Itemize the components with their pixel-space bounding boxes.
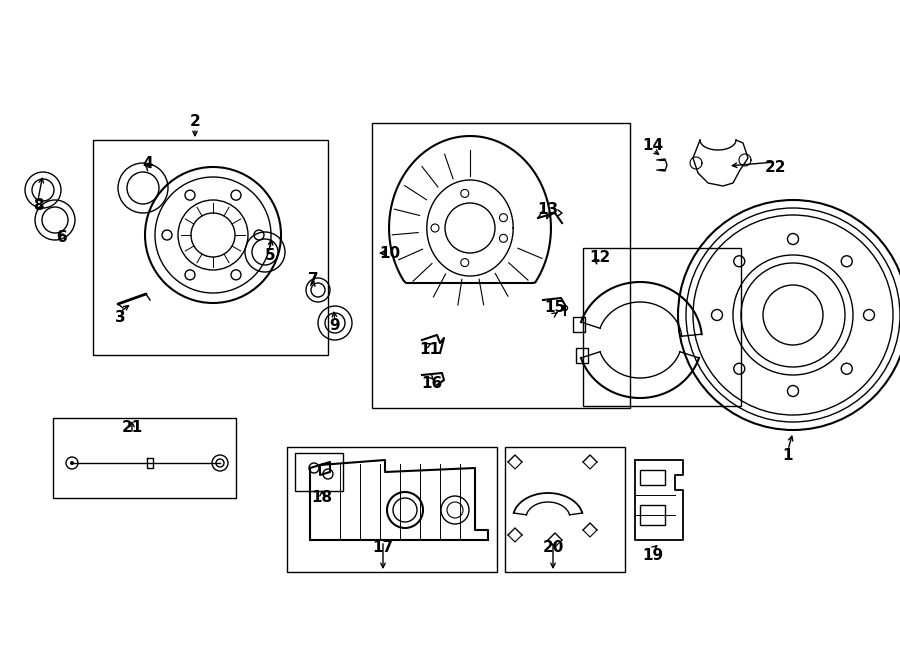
Text: 4: 4 (143, 155, 153, 171)
Text: 9: 9 (329, 317, 340, 332)
Bar (287, 447, 497, 572)
Text: 7: 7 (308, 272, 319, 288)
Bar (640, 505, 665, 525)
Text: 15: 15 (544, 301, 565, 315)
Text: 18: 18 (311, 490, 333, 506)
Text: 3: 3 (114, 311, 125, 325)
Text: 21: 21 (122, 420, 142, 436)
Bar (295, 453, 343, 491)
Text: 19: 19 (643, 547, 663, 563)
Text: 6: 6 (57, 231, 68, 245)
Text: 20: 20 (543, 539, 563, 555)
Text: 8: 8 (32, 198, 43, 212)
Bar (372, 123, 630, 408)
Bar (93, 140, 328, 355)
Text: 16: 16 (421, 375, 443, 391)
Text: 2: 2 (190, 114, 201, 130)
Bar (576, 348, 588, 363)
Bar (583, 248, 741, 406)
Bar (53, 418, 236, 498)
Text: 1: 1 (783, 447, 793, 463)
Text: 10: 10 (380, 245, 400, 260)
Bar (505, 447, 625, 572)
Text: 5: 5 (265, 247, 275, 262)
Circle shape (70, 461, 74, 465)
Text: 13: 13 (537, 202, 559, 217)
Text: 12: 12 (590, 251, 610, 266)
Text: 14: 14 (643, 137, 663, 153)
Bar (573, 317, 585, 332)
Text: 11: 11 (419, 342, 440, 358)
Text: 22: 22 (764, 161, 786, 176)
Text: 17: 17 (373, 539, 393, 555)
Bar (640, 470, 665, 485)
